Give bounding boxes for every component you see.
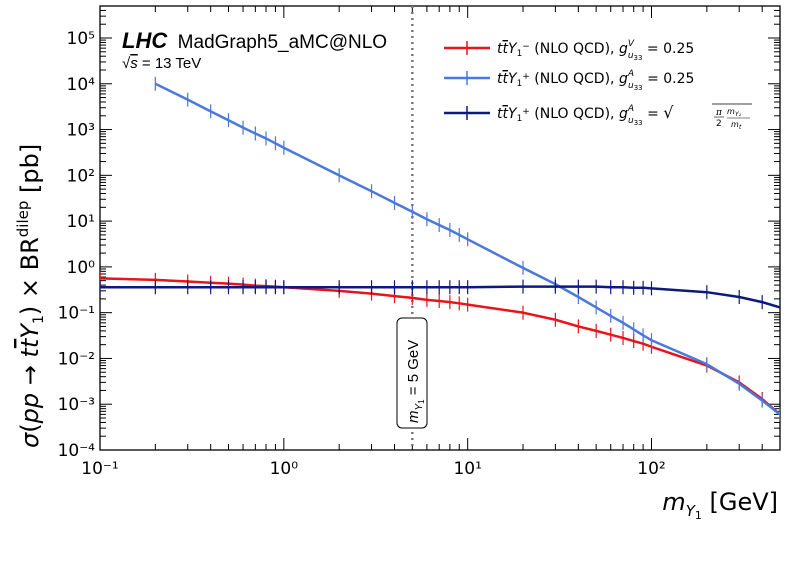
y-tick-label: 10⁴ [67, 75, 96, 95]
experiment-annotation: LHC MadGraph5_aMC@NLO [122, 28, 387, 53]
x-axis-title: mY1 [GeV] [662, 488, 778, 522]
x-tick-label: 10¹ [453, 459, 481, 479]
legend-entry-2: ttY1+ (NLO QCD), gA u33 = 0.25 [444, 69, 694, 92]
generator-label: MadGraph5_aMC@NLO [178, 32, 387, 53]
svg-text:2: 2 [716, 119, 722, 129]
minor-ticks [100, 5, 781, 450]
y-tick-label: 10¹ [67, 212, 95, 232]
svg-text:m: m [727, 107, 735, 116]
y-tick-label: 10⁵ [67, 29, 95, 49]
y-tick-label: 10⁻¹ [58, 304, 95, 324]
series-line-2 [154, 82, 780, 416]
vline-label: mY1 = 5 GeV [405, 340, 426, 423]
x-tick-label: 10⁰ [270, 459, 299, 479]
series-layer [100, 76, 780, 422]
experiment-label: LHC [122, 28, 168, 53]
vline-annotation: mY1 = 5 GeV [396, 317, 428, 429]
y-tick-labels: 10⁻⁴ 10⁻³ 10⁻² 10⁻¹ 10⁰ 10¹ 10² 10³ 10⁴ 10⁵ [58, 29, 96, 461]
y-tick-label: 10⁻⁴ [58, 441, 96, 461]
svg-text:m: m [731, 120, 739, 129]
major-ticks [99, 6, 780, 451]
sqrt-fraction: π 2 m Y₁ m t [712, 103, 752, 131]
y-tick-label: 10³ [67, 121, 95, 141]
legend-entry-3: ttY1+ (NLO QCD), gA u33 = √ π 2 m Y₁ m t [444, 103, 752, 131]
legend-label-2: ttY1+ (NLO QCD), gA u33 = 0.25 [497, 69, 694, 92]
y-tick-label: 10² [67, 166, 95, 186]
x-tick-labels: 10⁻¹ 10⁰ 10¹ 10² [81, 459, 665, 479]
x-tick-label: 10² [637, 459, 665, 479]
legend-entry-1: ttY1− (NLO QCD), gV u33 = 0.25 [444, 39, 694, 62]
svg-text:π: π [715, 108, 723, 118]
y-tick-label: 10⁻³ [58, 395, 95, 415]
svg-text:Y₁: Y₁ [735, 111, 742, 118]
x-tick-label: 10⁻¹ [81, 459, 118, 479]
svg-text:t: t [739, 124, 742, 131]
y-tick-label: 10⁻² [58, 349, 95, 369]
y-tick-label: 10⁰ [67, 258, 96, 278]
legend-label-1: ttY1− (NLO QCD), gV u33 = 0.25 [497, 39, 694, 62]
legend-label-3: ttY1+ (NLO QCD), gA u33 = √ [497, 103, 674, 127]
series-line-1 [100, 277, 780, 416]
legend: ttY1− (NLO QCD), gV u33 = 0.25 ttY1+ (NLO… [444, 39, 752, 131]
energy-label: √s = 13 TeV [122, 55, 201, 72]
series-line-3 [100, 285, 780, 309]
y-axis-title: σ(pp → ttY1) × BRdilep [pb] [14, 144, 47, 448]
